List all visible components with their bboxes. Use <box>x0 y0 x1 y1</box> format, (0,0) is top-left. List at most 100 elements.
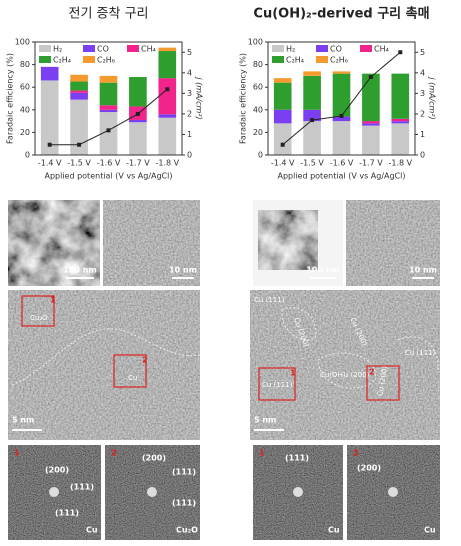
j-marker <box>77 142 82 147</box>
legend-label: C₂H₄ <box>286 56 304 65</box>
fft-index: (111) <box>172 468 196 477</box>
y-tick-label: 100 <box>15 38 30 47</box>
bar-segment <box>158 117 177 155</box>
legend-swatch <box>316 56 328 63</box>
bar-segment <box>99 82 118 106</box>
bar-segment <box>99 112 118 155</box>
bar-segment <box>332 121 351 155</box>
fft-index: (111) <box>285 454 309 463</box>
region-box <box>21 295 55 327</box>
bar-segment <box>129 77 147 107</box>
scale-label: 100 nm <box>306 266 340 275</box>
tem-image <box>8 200 100 286</box>
x-axis-label: Applied potential (V vs Ag/AgCl) <box>277 172 405 181</box>
boundary <box>281 306 439 389</box>
bar-segment <box>99 105 118 110</box>
x-tick-label: -1.8 V <box>155 159 179 168</box>
fft-spot <box>293 487 303 497</box>
legend-label: C₂H₆ <box>97 56 115 65</box>
y-axis-label: Faradaic efficiency (%) <box>6 53 15 144</box>
y2-tick-label: 2 <box>187 109 192 118</box>
bar-segment <box>391 73 410 119</box>
region-number: 2 <box>353 449 359 458</box>
x-tick-label: -1.7 V <box>126 159 150 168</box>
y-tick-label: 20 <box>253 128 263 137</box>
region-number: 2 <box>142 356 148 365</box>
bar-segment <box>362 125 380 155</box>
bar-segment <box>70 90 88 93</box>
bar-segment <box>70 99 88 155</box>
y2-tick-label: 5 <box>420 48 425 57</box>
scale-label: 100 nm <box>63 266 97 275</box>
region-box <box>366 365 400 401</box>
y2-tick-label: 0 <box>187 151 192 160</box>
phase-label: Cu₂O <box>176 526 198 535</box>
y2-tick-label: 0 <box>420 151 425 160</box>
legend-swatch <box>272 56 284 63</box>
tem-image <box>346 200 440 286</box>
bar-segment <box>40 66 59 81</box>
phase-label: Cu₂O <box>30 314 48 322</box>
phase-label: Cu (111) <box>262 381 293 389</box>
x-tick-label: -1.5 V <box>67 159 91 168</box>
bar-segment <box>362 73 380 122</box>
legend-swatch <box>316 45 328 52</box>
legend-label: CO <box>330 45 342 54</box>
bar-segment <box>362 123 380 126</box>
tem-image <box>103 200 200 286</box>
fft-index: (200) <box>357 464 381 473</box>
bar-segment <box>391 121 410 124</box>
y2-tick-label: 1 <box>187 130 192 139</box>
region-number: 1 <box>50 296 56 305</box>
plot-frame <box>34 41 183 156</box>
legend-swatch <box>83 56 95 63</box>
phase-label: Cu(OH)₂ (200) <box>320 371 370 379</box>
region-number: 2 <box>111 449 117 458</box>
fft-index: (111) <box>172 499 196 508</box>
j-marker <box>47 142 52 147</box>
bar-segment <box>129 119 147 123</box>
bar-segment <box>273 82 292 110</box>
fft-spot <box>147 487 157 497</box>
bar-segment <box>303 75 321 110</box>
x-tick-label: -1.7 V <box>359 159 383 168</box>
y2-tick-label: 1 <box>420 130 425 139</box>
scale-label: 5 nm <box>254 416 276 425</box>
y-tick-label: 0 <box>258 151 263 160</box>
phase-label: Cu <box>328 526 340 535</box>
bar-segment <box>303 109 321 122</box>
y-tick-label: 20 <box>20 128 30 137</box>
bar-segment <box>70 74 88 82</box>
y-tick-label: 40 <box>253 105 263 114</box>
y2-axis-label: j (mA/cm²) <box>428 76 437 119</box>
bar-segment <box>362 121 380 124</box>
legend-label: CH₄ <box>141 45 156 54</box>
phase-label: Cu <box>86 526 98 535</box>
chart-title: 전기 증착 구리 <box>68 7 148 22</box>
bar-segment <box>99 75 118 83</box>
bar-segment <box>391 118 410 122</box>
j-marker <box>310 118 315 123</box>
legend-label: C₂H₄ <box>53 56 71 65</box>
plot-frame <box>267 41 416 156</box>
x-tick-label: -1.8 V <box>388 159 412 168</box>
y2-tick-label: 4 <box>187 68 192 77</box>
y-axis-label: Faradaic efficiency (%) <box>239 53 248 144</box>
fft-index: (111) <box>70 483 94 492</box>
y-tick-label: 40 <box>20 105 30 114</box>
fft-spot <box>388 487 398 497</box>
y2-axis-label: j (mA/cm²) <box>195 76 204 119</box>
bar-segment <box>391 123 410 155</box>
phase-label: Cu (111) <box>405 349 436 357</box>
j-marker <box>280 142 285 147</box>
chart-title: Cu(OH)₂-derived 구리 촉매 <box>253 6 429 22</box>
region-number: 1 <box>290 369 296 378</box>
j-marker <box>165 87 170 92</box>
x-tick-label: -1.4 V <box>38 159 62 168</box>
y2-tick-label: 2 <box>420 109 425 118</box>
j-marker <box>368 74 373 79</box>
legend-label: H₂ <box>53 45 62 54</box>
right-images: 100 nm 10 nm Cu (111) Cu (200) Cu (200) … <box>250 200 441 541</box>
left-images: 100 nm 10 nm 1 Cu₂O 2 Cu 5 nm 1 (200) (1… <box>7 200 201 541</box>
bar-segment <box>70 92 88 100</box>
